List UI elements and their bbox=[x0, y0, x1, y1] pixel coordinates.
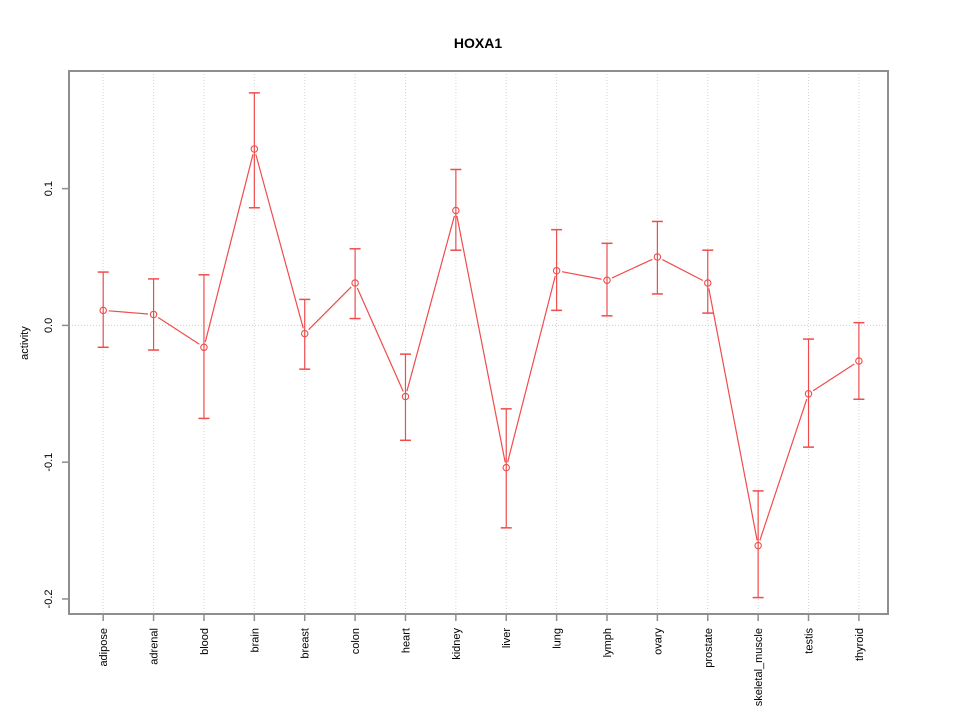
y-axis: 0.1 0.0 -0.1 -0.2 bbox=[43, 181, 69, 608]
series-segment bbox=[611, 258, 653, 279]
x-axis: adipose adrenal blood brain breast colon heart… bbox=[98, 614, 866, 706]
x-tick-label: thyroid bbox=[854, 628, 866, 661]
x-tick-label: breast bbox=[300, 628, 312, 659]
data-point bbox=[754, 541, 762, 550]
series-segment bbox=[255, 154, 304, 329]
x-tick-label: blood bbox=[199, 628, 211, 655]
series-segment bbox=[204, 154, 254, 343]
x-tick-label: colon bbox=[350, 628, 362, 654]
series-segment bbox=[561, 271, 602, 280]
error-bars bbox=[97, 92, 865, 599]
x-tick-label: skeletal_muscle bbox=[753, 628, 765, 706]
data-point bbox=[855, 357, 863, 365]
y-tick-label: -0.1 bbox=[43, 453, 55, 472]
x-tick-label: kidney bbox=[451, 628, 463, 660]
x-tick-label: testis bbox=[804, 628, 816, 654]
x-tick-label: ovary bbox=[652, 628, 664, 655]
data-point bbox=[351, 279, 359, 287]
series-segment bbox=[456, 215, 506, 463]
data-point bbox=[502, 463, 510, 472]
y-tick-label: -0.2 bbox=[43, 589, 55, 608]
series-segment bbox=[157, 316, 200, 345]
series-segment bbox=[108, 310, 149, 315]
series-segment bbox=[708, 288, 758, 541]
x-tick-label: prostate bbox=[703, 628, 715, 668]
x-tick-label: brain bbox=[249, 628, 261, 652]
series-segment bbox=[356, 287, 404, 392]
data-point bbox=[653, 253, 662, 261]
data-point bbox=[300, 329, 309, 338]
series-segment bbox=[661, 259, 704, 282]
x-tick-label: liver bbox=[501, 628, 513, 649]
series-segment bbox=[406, 215, 456, 392]
data-point bbox=[552, 266, 561, 275]
data-point bbox=[804, 390, 813, 398]
plot-area: 0.1 0.0 -0.1 -0.2 adipose adrenal blood brain br… bbox=[43, 70, 889, 706]
x-tick-label: lung bbox=[552, 628, 564, 649]
series-segment bbox=[507, 275, 556, 463]
data-point bbox=[200, 343, 208, 352]
gridlines bbox=[69, 71, 888, 614]
data-point bbox=[603, 276, 611, 285]
data-point bbox=[704, 279, 712, 287]
x-tick-label: lymph bbox=[602, 628, 614, 657]
x-tick-label: adipose bbox=[98, 628, 110, 667]
plot-box bbox=[68, 70, 889, 615]
data-points bbox=[99, 145, 863, 550]
series-line bbox=[108, 154, 855, 541]
series-segment bbox=[308, 286, 352, 331]
data-point bbox=[401, 392, 410, 401]
data-point bbox=[250, 145, 259, 153]
data-point bbox=[99, 306, 107, 315]
y-tick-label: 0.0 bbox=[43, 318, 55, 333]
y-axis-label: activity bbox=[19, 326, 31, 360]
y-tick-label: 0.1 bbox=[43, 181, 55, 196]
x-tick-label: heart bbox=[400, 628, 412, 653]
series-segment bbox=[759, 398, 808, 541]
series-segment bbox=[812, 363, 855, 392]
data-point bbox=[149, 310, 158, 319]
data-point bbox=[452, 206, 460, 215]
x-tick-label: adrenal bbox=[149, 628, 161, 665]
chart-title: HOXA1 bbox=[454, 35, 502, 51]
